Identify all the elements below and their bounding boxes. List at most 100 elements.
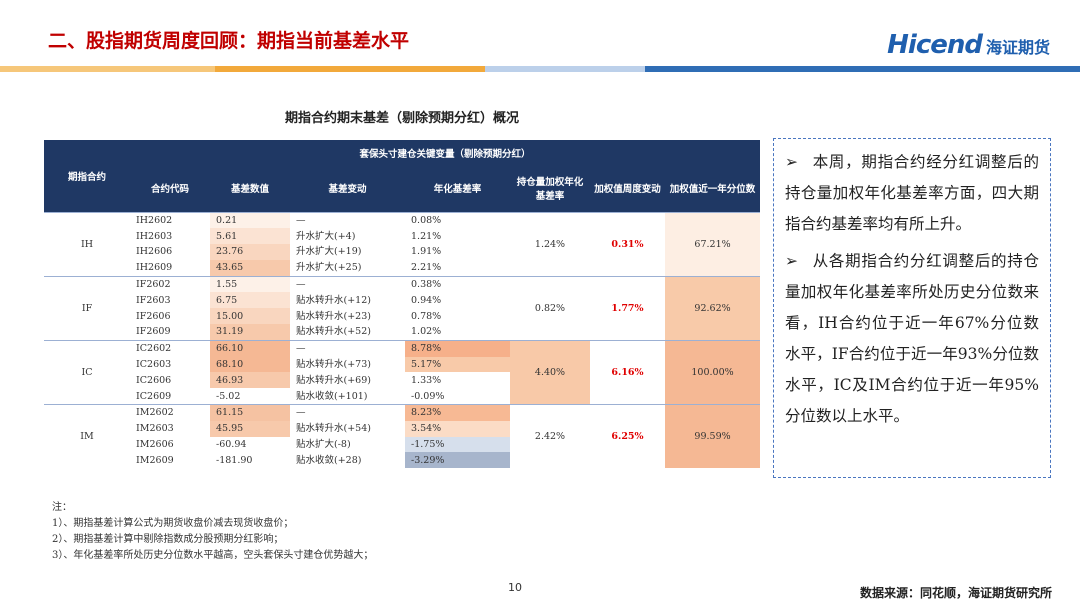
table-caption: 期指合约期末基差（剔除预期分红）概况: [284, 111, 519, 126]
basis-change: 贴水转升水(+23): [296, 310, 371, 322]
basis-value: -181.90: [210, 452, 290, 469]
annual-rate: 2.21%: [405, 259, 510, 277]
slide-title: 二、股指期货周度回顾：期指当前基差水平: [48, 30, 410, 52]
logo-cn: 海证期货: [985, 38, 1050, 57]
contract-code: IH2602: [130, 211, 210, 229]
bar-segment: [645, 66, 1080, 72]
annual-rate: 0.78%: [405, 308, 510, 325]
note-item: 1）、期指基差计算公式为期货收盘价减去现货收盘价；: [52, 518, 294, 529]
column-header: 基差变动: [290, 165, 405, 212]
percentile: 92.62%: [665, 275, 761, 341]
bullet-icon: ➢: [785, 153, 798, 171]
table-row: IM2603 45.95 贴水转升水(+54) 3.54%: [44, 420, 760, 437]
column-header: 年化基差率: [405, 165, 510, 212]
basis-value: 46.93: [210, 372, 290, 389]
weighted-rate: 4.40%: [510, 339, 590, 405]
table-row: IH2606 23.76 升水扩大(+19) 1.91%: [44, 244, 760, 260]
weighted-change: 6.16%: [590, 339, 665, 405]
annual-rate: -0.09%: [405, 388, 510, 405]
annual-rate: -3.29%: [405, 452, 510, 469]
contract-code: IC2606: [136, 374, 172, 386]
basis-change: 贴水收敛(+101): [296, 390, 368, 402]
table-row: IM2606 -60.94 贴水扩大(-8) -1.75%: [44, 436, 760, 453]
annual-rate: 8.23%: [405, 404, 510, 421]
column-header: 基差数值: [210, 165, 290, 212]
weighted-rate: 2.42%: [510, 404, 590, 469]
annual-rate: 0.38%: [405, 275, 510, 293]
basis-change: 贴水转升水(+52): [296, 326, 371, 338]
notes: 注： 1）、期指基差计算公式为期货收盘价减去现货收盘价； 2）、期指基差计算中剔除指…: [52, 500, 373, 564]
percentile: 99.59%: [665, 404, 761, 469]
annual-rate: 0.08%: [405, 211, 510, 229]
annual-rate: 0.94%: [405, 292, 510, 309]
logo-text: Hicend: [887, 30, 983, 60]
annual-rate: 1.02%: [405, 324, 510, 341]
summary-paragraph: ➢ 本周，期指合约经分红调整后的持仓量加权年化基差率方面，四大期指合约基差率均有所…: [785, 147, 1039, 240]
contract-code: IC2603: [136, 359, 172, 371]
basis-change: 升水扩大(+25): [296, 262, 362, 274]
group-header: 套保头寸建仓关键变量（剔除预期分红）: [130, 140, 761, 165]
header-bar: [0, 66, 1080, 72]
bar-segment: [0, 66, 215, 72]
contract-code: IC2609: [136, 390, 172, 402]
table-row: IF IF2602 1.55—0.38% 0.82% 1.77% 92.62%: [44, 275, 761, 341]
annual-rate: 5.17%: [405, 356, 510, 373]
basis-value: 61.15: [210, 404, 290, 421]
contract-code: IH2603: [136, 230, 173, 242]
bar-segment: [215, 66, 485, 72]
basis-change: 贴水转升水(+73): [296, 359, 371, 371]
bar-segment: [485, 66, 645, 72]
contract-code: IF2606: [136, 310, 171, 322]
contract-code: IM2602: [130, 404, 210, 421]
contract-code: IM2603: [136, 423, 174, 435]
annual-rate: 1.33%: [405, 372, 510, 389]
source: 数据来源：同花顺，海证期货研究所: [859, 586, 1052, 600]
weighted-change: 6.25%: [590, 404, 665, 469]
basis-change: 贴水转升水(+69): [296, 374, 371, 386]
percentile: 100.00%: [665, 339, 761, 405]
note-item: 2）、期指基差计算中剔除指数成分股预期分红影响；: [52, 534, 284, 545]
basis-change: 贴水转升水(+54): [296, 423, 371, 435]
basis-value: 68.10: [210, 356, 290, 373]
basis-value: 45.95: [210, 420, 290, 437]
summary-text: 本周，期指合约经分红调整后的持仓量加权年化基差率方面，四大期指合约基差率均有所上…: [785, 153, 1039, 233]
basis-value: -60.94: [210, 436, 290, 453]
basis-change: 升水扩大(+4): [296, 230, 356, 242]
percentile: 67.21%: [665, 211, 761, 277]
basis-value: 43.65: [210, 259, 290, 277]
annual-rate: 1.21%: [405, 228, 510, 245]
contract-code: IF2602: [130, 275, 210, 293]
basis-value: 66.10: [210, 339, 290, 357]
weighted-rate: 1.24%: [510, 211, 590, 277]
table-row: IC2609 -5.02 贴水收敛(+101) -0.09%: [44, 388, 760, 405]
basis-change: 贴水扩大(-8): [296, 439, 351, 451]
table-row: IC2603 68.10 贴水转升水(+73) 5.17%: [44, 356, 760, 373]
contract-code: IH2609: [136, 262, 173, 274]
summary-paragraph: ➢ 从各期指合约分红调整后的持仓量加权年化基差率所处历史分位数来看，IH合约位于近…: [785, 246, 1039, 432]
table-row: IM IM2602 61.15—8.23% 2.42% 6.25% 99.59%: [44, 404, 761, 469]
contract-group: IF: [44, 275, 130, 341]
table-row: IM2609 -181.90 贴水收敛(+28) -3.29%: [44, 452, 760, 469]
basis-change: —: [290, 339, 405, 357]
contract-code: IF2609: [136, 326, 171, 338]
basis-change: —: [290, 275, 405, 293]
basis-value: -5.02: [210, 388, 290, 405]
weighted-change: 1.77%: [590, 275, 665, 341]
row-header: 期指合约: [44, 140, 130, 212]
table-row: IF2609 31.19 贴水转升水(+52) 1.02%: [44, 324, 760, 341]
basis-change: 贴水转升水(+12): [296, 294, 371, 306]
contract-group: IM: [44, 404, 130, 469]
table-row: IC2606 46.93 贴水转升水(+69) 1.33%: [44, 372, 760, 389]
contract-code: IM2609: [136, 454, 174, 466]
basis-value: 31.19: [210, 324, 290, 341]
basis-value: 5.61: [210, 228, 290, 245]
contract-group: IH: [44, 211, 130, 277]
basis-value: 1.55: [210, 275, 290, 293]
contract-code: IM2606: [136, 439, 174, 451]
bullet-icon: ➢: [785, 252, 798, 270]
weighted-change: 0.31%: [590, 211, 665, 277]
logo: Hicend 海证期货: [887, 30, 1050, 60]
basis-change: —: [290, 211, 405, 229]
annual-rate: 3.54%: [405, 420, 510, 437]
